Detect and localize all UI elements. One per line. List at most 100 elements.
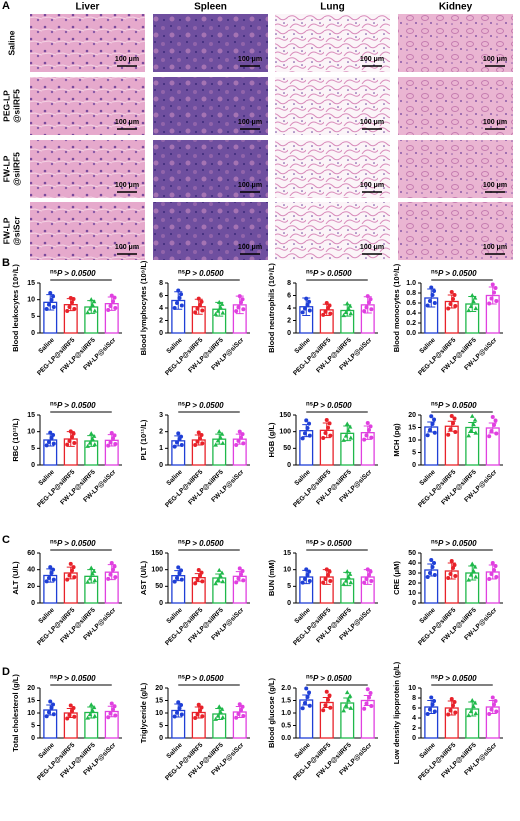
y-axis-label: Blood neutrophils (10⁹/L) — [267, 263, 276, 353]
y-axis-label: HGB (g/L) — [267, 422, 276, 457]
data-point — [234, 580, 239, 585]
y-tick-label: 4 — [159, 305, 163, 312]
data-point — [176, 700, 181, 705]
data-point — [196, 702, 201, 707]
data-point — [195, 712, 200, 717]
data-point — [427, 707, 432, 712]
data-point — [46, 576, 51, 580]
y-tick-label: 5 — [287, 583, 291, 590]
y-tick-label: 10 — [408, 685, 416, 692]
y-axis-label: RBC (10¹²/L) — [11, 418, 20, 462]
data-point — [215, 438, 221, 443]
data-point — [92, 308, 98, 313]
data-point — [196, 296, 201, 301]
data-point — [236, 712, 241, 716]
scale-bar-label: 100 μm — [360, 182, 384, 189]
data-point — [432, 699, 437, 703]
y-tick-label: 20 — [408, 412, 416, 419]
p-value-label: P > 0.0500 — [185, 539, 224, 548]
data-point — [473, 430, 479, 435]
data-point — [70, 300, 75, 305]
y-tick-label: 4 — [287, 305, 291, 312]
data-point — [430, 702, 435, 707]
data-point — [300, 436, 305, 441]
data-point — [193, 581, 198, 586]
data-point — [67, 439, 72, 443]
data-point — [70, 435, 75, 439]
data-point — [429, 558, 434, 562]
data-point — [172, 579, 177, 584]
data-point — [468, 428, 474, 433]
data-point — [449, 697, 454, 701]
data-point — [213, 581, 218, 586]
data-point — [51, 441, 56, 446]
y-axis-label: Blood lymphocytes (10⁹/L) — [139, 260, 148, 355]
data-point — [44, 579, 49, 584]
data-point — [307, 308, 312, 313]
data-point — [174, 710, 179, 715]
y-tick-label: 50 — [155, 583, 163, 590]
data-point — [200, 308, 205, 313]
data-point — [300, 706, 305, 711]
data-point — [240, 704, 245, 709]
y-tick-label: 10 — [155, 710, 163, 717]
data-point — [453, 430, 458, 434]
data-point — [46, 440, 51, 444]
data-point — [489, 707, 494, 712]
data-point — [427, 299, 432, 303]
data-point — [51, 294, 56, 299]
y-axis-label: Blood glucose (g/L) — [267, 678, 276, 748]
data-point — [494, 299, 499, 303]
data-point — [88, 702, 94, 707]
y-tick-label: 20 — [408, 580, 416, 587]
significance-label: ns — [178, 540, 186, 546]
data-point — [348, 435, 354, 440]
p-value-label: P > 0.0500 — [313, 539, 352, 548]
data-point — [219, 301, 225, 306]
data-point — [304, 686, 309, 691]
data-point — [68, 703, 73, 708]
histology-image — [398, 202, 513, 260]
data-point — [425, 575, 430, 579]
significance-label: ns — [50, 540, 58, 546]
data-point — [490, 415, 495, 419]
data-point — [305, 695, 310, 699]
data-point — [448, 427, 453, 432]
data-point — [220, 310, 226, 315]
y-tick-label: 5 — [31, 313, 35, 320]
scale-bar-label: 100 μm — [115, 119, 139, 126]
data-point — [236, 576, 241, 581]
y-tick-label: 0 — [412, 735, 416, 742]
data-point — [112, 564, 117, 569]
data-point — [429, 695, 434, 700]
data-point — [466, 433, 471, 438]
y-tick-label: 0 — [31, 330, 35, 337]
data-point — [215, 308, 221, 313]
y-tick-label: 10 — [408, 437, 416, 444]
data-point — [471, 568, 476, 573]
data-point — [302, 431, 307, 436]
data-point — [179, 303, 184, 308]
data-point — [346, 428, 351, 433]
y-axis-label: PLT (10¹¹/L) — [139, 419, 148, 460]
data-point — [90, 302, 95, 307]
y-axis-label: Blood monocytes (10⁹/L) — [392, 263, 401, 352]
data-point — [91, 433, 97, 438]
data-point — [451, 297, 456, 301]
data-point — [451, 703, 456, 708]
data-point — [344, 690, 350, 695]
scale-bar-label: 100 μm — [238, 56, 262, 63]
data-point — [307, 433, 312, 438]
y-tick-label: 2 — [412, 725, 416, 732]
data-point — [369, 307, 374, 312]
data-point — [239, 435, 244, 440]
column-header: Spleen — [194, 2, 227, 13]
data-point — [90, 436, 95, 441]
data-point — [473, 306, 479, 311]
y-tick-label: 6 — [287, 292, 291, 299]
data-point — [489, 572, 494, 576]
data-point — [343, 578, 349, 583]
significance-label: ns — [178, 402, 186, 408]
